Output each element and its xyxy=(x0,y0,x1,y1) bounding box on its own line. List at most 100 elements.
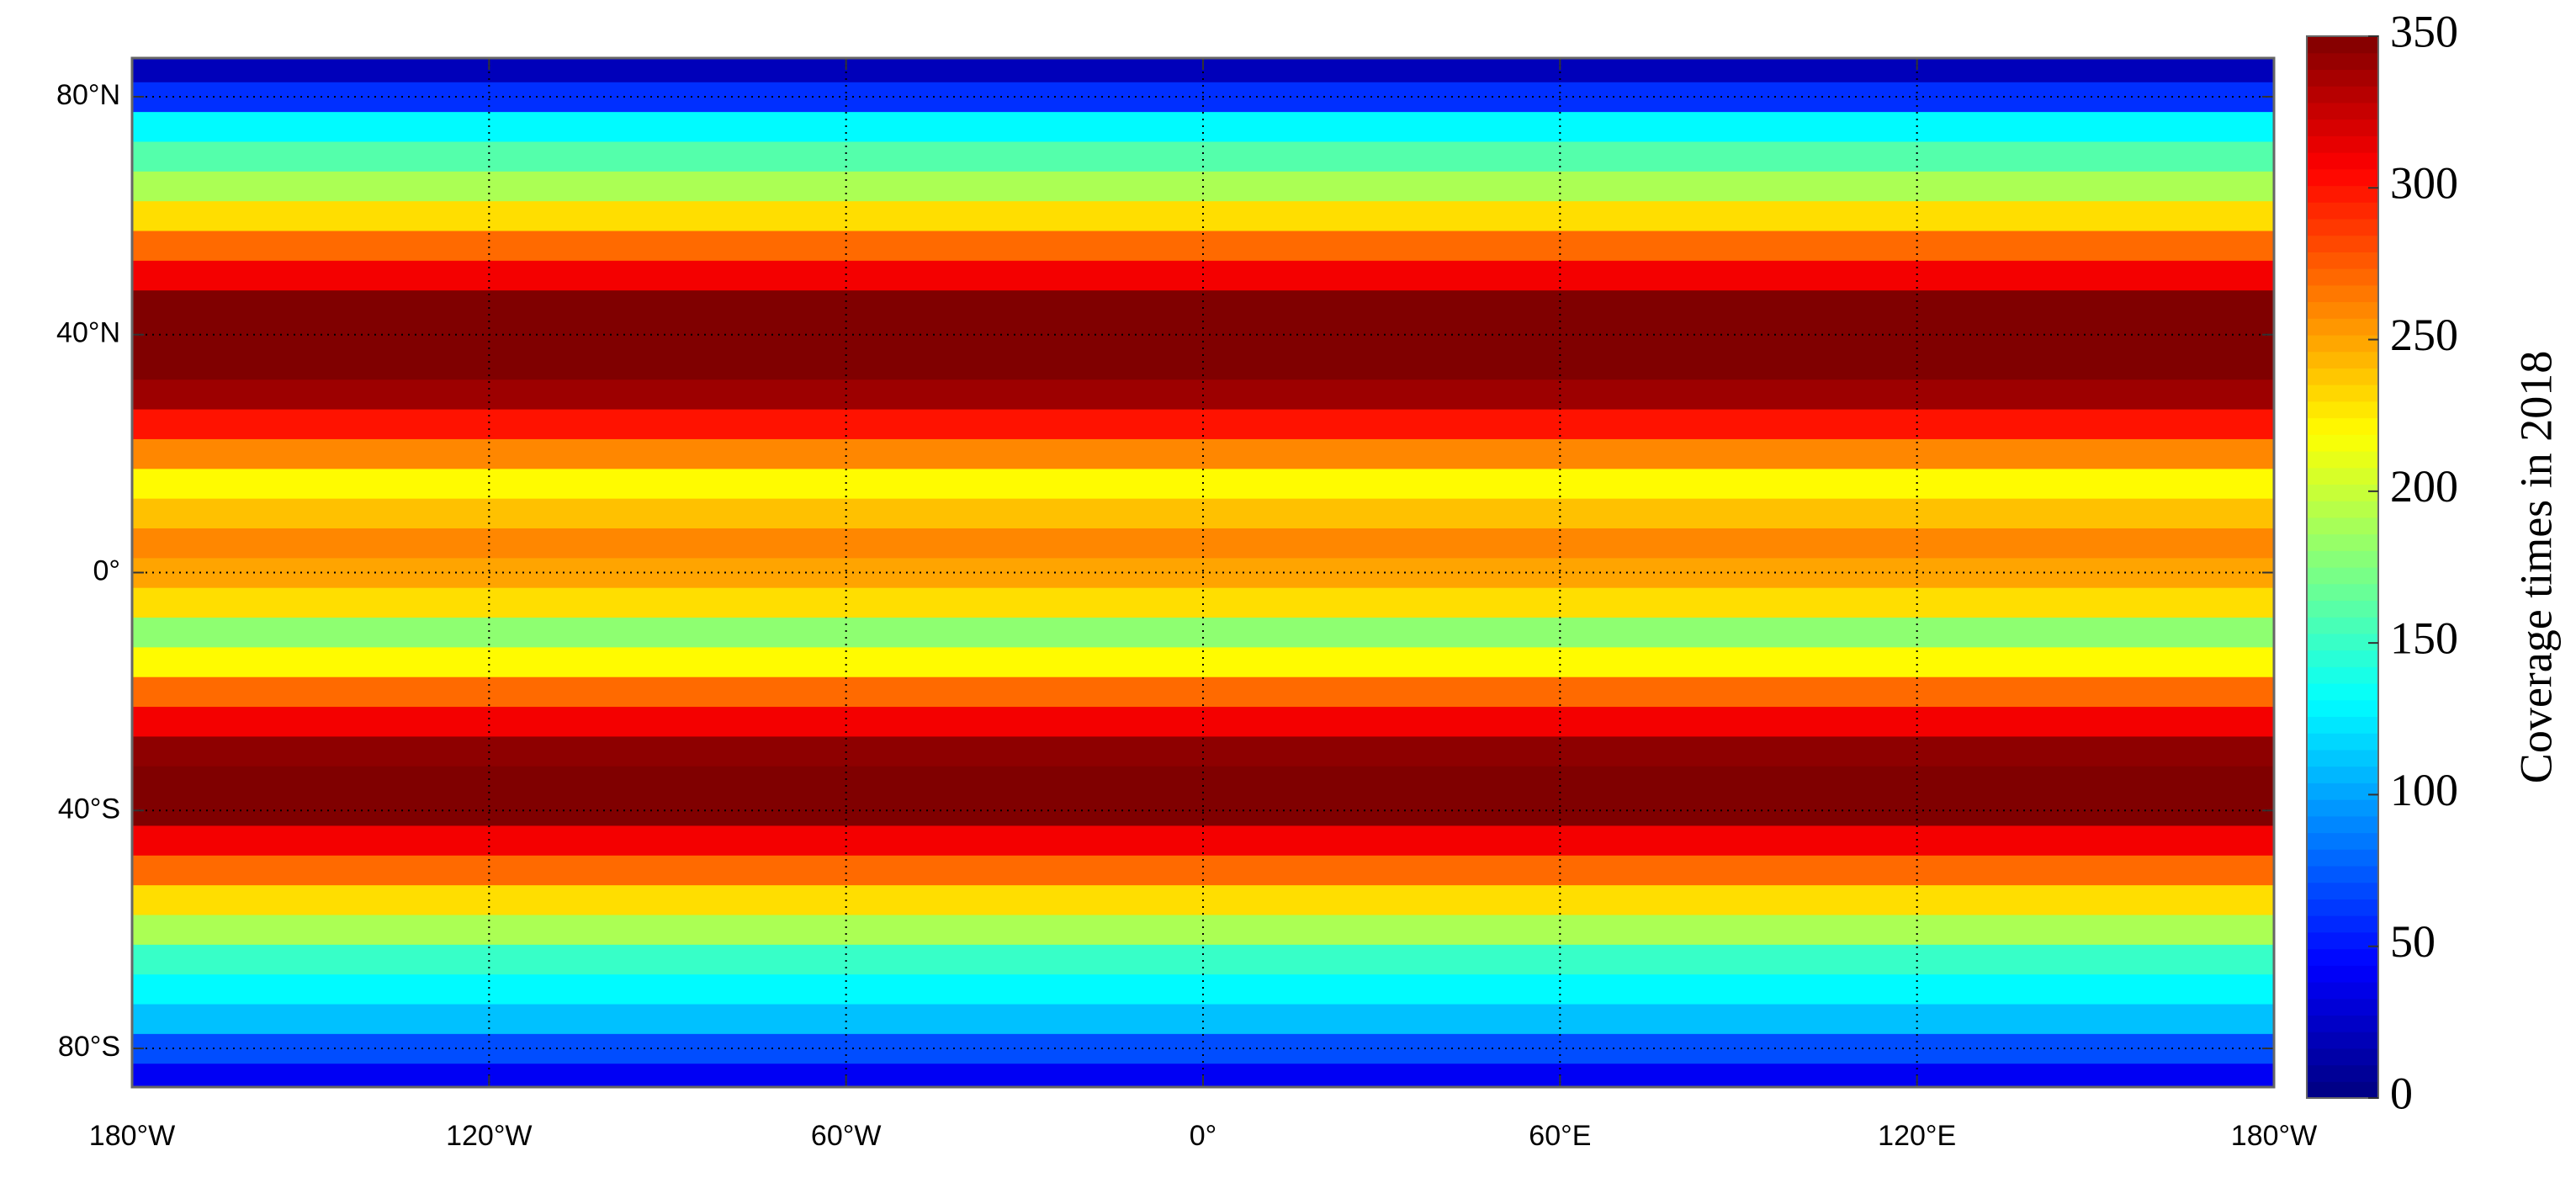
colorbar-swatch xyxy=(2307,351,2378,369)
latitude-band xyxy=(132,587,2274,618)
colorbar-swatch xyxy=(2307,650,2378,667)
colorbar-tick-label: 100 xyxy=(2390,765,2458,815)
colorbar-swatch xyxy=(2307,467,2378,485)
colorbar-swatch xyxy=(2307,683,2378,701)
latitude-band xyxy=(132,379,2274,410)
colorbar-swatch xyxy=(2307,699,2378,718)
colorbar-swatch xyxy=(2307,484,2378,501)
colorbar-swatch xyxy=(2307,517,2378,535)
colorbar-swatch xyxy=(2307,600,2378,618)
colorbar-swatch xyxy=(2307,533,2378,551)
colorbar-swatch xyxy=(2307,268,2378,286)
colorbar-tick-label: 250 xyxy=(2390,310,2458,360)
latitude-band xyxy=(132,617,2274,648)
colorbar-swatch xyxy=(2307,799,2378,817)
colorbar-tick-label: 50 xyxy=(2390,916,2436,967)
colorbar-swatch xyxy=(2307,567,2378,585)
colorbar-swatch xyxy=(2307,135,2378,153)
y-tick-label: 80°S xyxy=(58,1031,120,1063)
y-tick-label: 40°N xyxy=(56,317,120,349)
colorbar-swatch xyxy=(2307,318,2378,336)
colorbar-swatch xyxy=(2307,1015,2378,1032)
colorbar-swatch xyxy=(2307,849,2378,867)
colorbar-tick-label: 300 xyxy=(2390,158,2458,209)
colorbar-swatch xyxy=(2307,235,2378,252)
colorbar-swatch xyxy=(2307,998,2378,1016)
colorbar-swatch xyxy=(2307,417,2378,435)
colorbar-swatch xyxy=(2307,368,2378,385)
colorbar-swatch xyxy=(2307,766,2378,783)
colorbar-swatch xyxy=(2307,617,2378,634)
colorbar-swatch xyxy=(2307,899,2378,916)
colorbar-swatch xyxy=(2307,1081,2378,1099)
colorbar-swatch xyxy=(2307,168,2378,187)
colorbar-tick-label: 150 xyxy=(2390,613,2458,664)
y-tick-label: 80°N xyxy=(56,79,120,111)
colorbar-swatch xyxy=(2307,36,2378,54)
latitude-band xyxy=(132,409,2274,439)
colorbar-swatch xyxy=(2307,501,2378,518)
colorbar-swatch xyxy=(2307,185,2378,203)
latitude-band xyxy=(132,231,2274,261)
colorbar-swatch xyxy=(2307,965,2378,983)
colorbar-swatch xyxy=(2307,931,2378,950)
colorbar-swatch xyxy=(2307,334,2378,353)
colorbar-swatch xyxy=(2307,69,2378,87)
colorbar-swatch xyxy=(2307,52,2378,71)
colorbar-swatch xyxy=(2307,882,2378,899)
latitude-band xyxy=(132,735,2274,767)
colorbar-swatch xyxy=(2307,218,2378,236)
x-tick-label: 120°E xyxy=(1878,1120,1956,1152)
colorbar-swatch xyxy=(2307,666,2378,684)
latitude-band xyxy=(132,200,2274,231)
colorbar-swatch xyxy=(2307,252,2378,269)
x-tick-label: 180°W xyxy=(2231,1120,2317,1152)
colorbar-swatch xyxy=(2307,633,2378,651)
colorbar-tick-label: 0 xyxy=(2390,1068,2413,1118)
colorbar-swatch xyxy=(2307,1064,2378,1082)
colorbar-swatch xyxy=(2307,202,2378,220)
latitude-band xyxy=(132,944,2274,975)
colorbar-swatch xyxy=(2307,86,2378,103)
colorbar-swatch xyxy=(2307,550,2378,568)
x-tick-label: 0° xyxy=(1190,1120,1217,1152)
colorbar-swatch xyxy=(2307,915,2378,933)
latitude-band xyxy=(132,766,2274,797)
map-frame xyxy=(130,56,2276,1089)
y-tick-label: 40°S xyxy=(58,793,120,825)
colorbar-frame xyxy=(2306,35,2379,1099)
colorbar-swatch xyxy=(2307,1032,2378,1049)
x-tick-label: 120°W xyxy=(446,1120,532,1152)
colorbar-swatch xyxy=(2307,385,2378,402)
colorbar-swatch xyxy=(2307,119,2378,136)
x-tick-label: 60°W xyxy=(811,1120,882,1152)
colorbar-swatch xyxy=(2307,832,2378,850)
latitude-band xyxy=(132,914,2274,945)
latitude-band xyxy=(132,973,2274,1005)
x-tick-label: 180°W xyxy=(89,1120,175,1152)
latitude-band xyxy=(132,438,2274,469)
colorbar-swatch xyxy=(2307,583,2378,602)
colorbar-swatch xyxy=(2307,716,2378,734)
x-tick-label: 60°E xyxy=(1529,1120,1591,1152)
colorbar-swatch xyxy=(2307,815,2378,834)
colorbar-swatch xyxy=(2307,948,2378,966)
colorbar-swatch xyxy=(2307,733,2378,751)
colorbar-swatch xyxy=(2307,434,2378,452)
colorbar-swatch xyxy=(2307,152,2378,170)
y-tick-label: 0° xyxy=(93,554,120,586)
colorbar-swatch xyxy=(2307,1048,2378,1066)
colorbar-swatch xyxy=(2307,450,2378,469)
colorbar-swatch xyxy=(2307,749,2378,767)
colorbar-tick-label: 350 xyxy=(2390,6,2458,56)
colorbar-tick-label: 200 xyxy=(2390,461,2458,512)
colorbar-swatch xyxy=(2307,284,2378,303)
colorbar-swatch xyxy=(2307,865,2378,883)
colorbar-swatch xyxy=(2307,782,2378,800)
colorbar-label: Coverage times in 2018 xyxy=(2510,351,2561,783)
colorbar-swatch xyxy=(2307,301,2378,319)
colorbar-swatch xyxy=(2307,981,2378,1000)
colorbar-swatch xyxy=(2307,102,2378,120)
